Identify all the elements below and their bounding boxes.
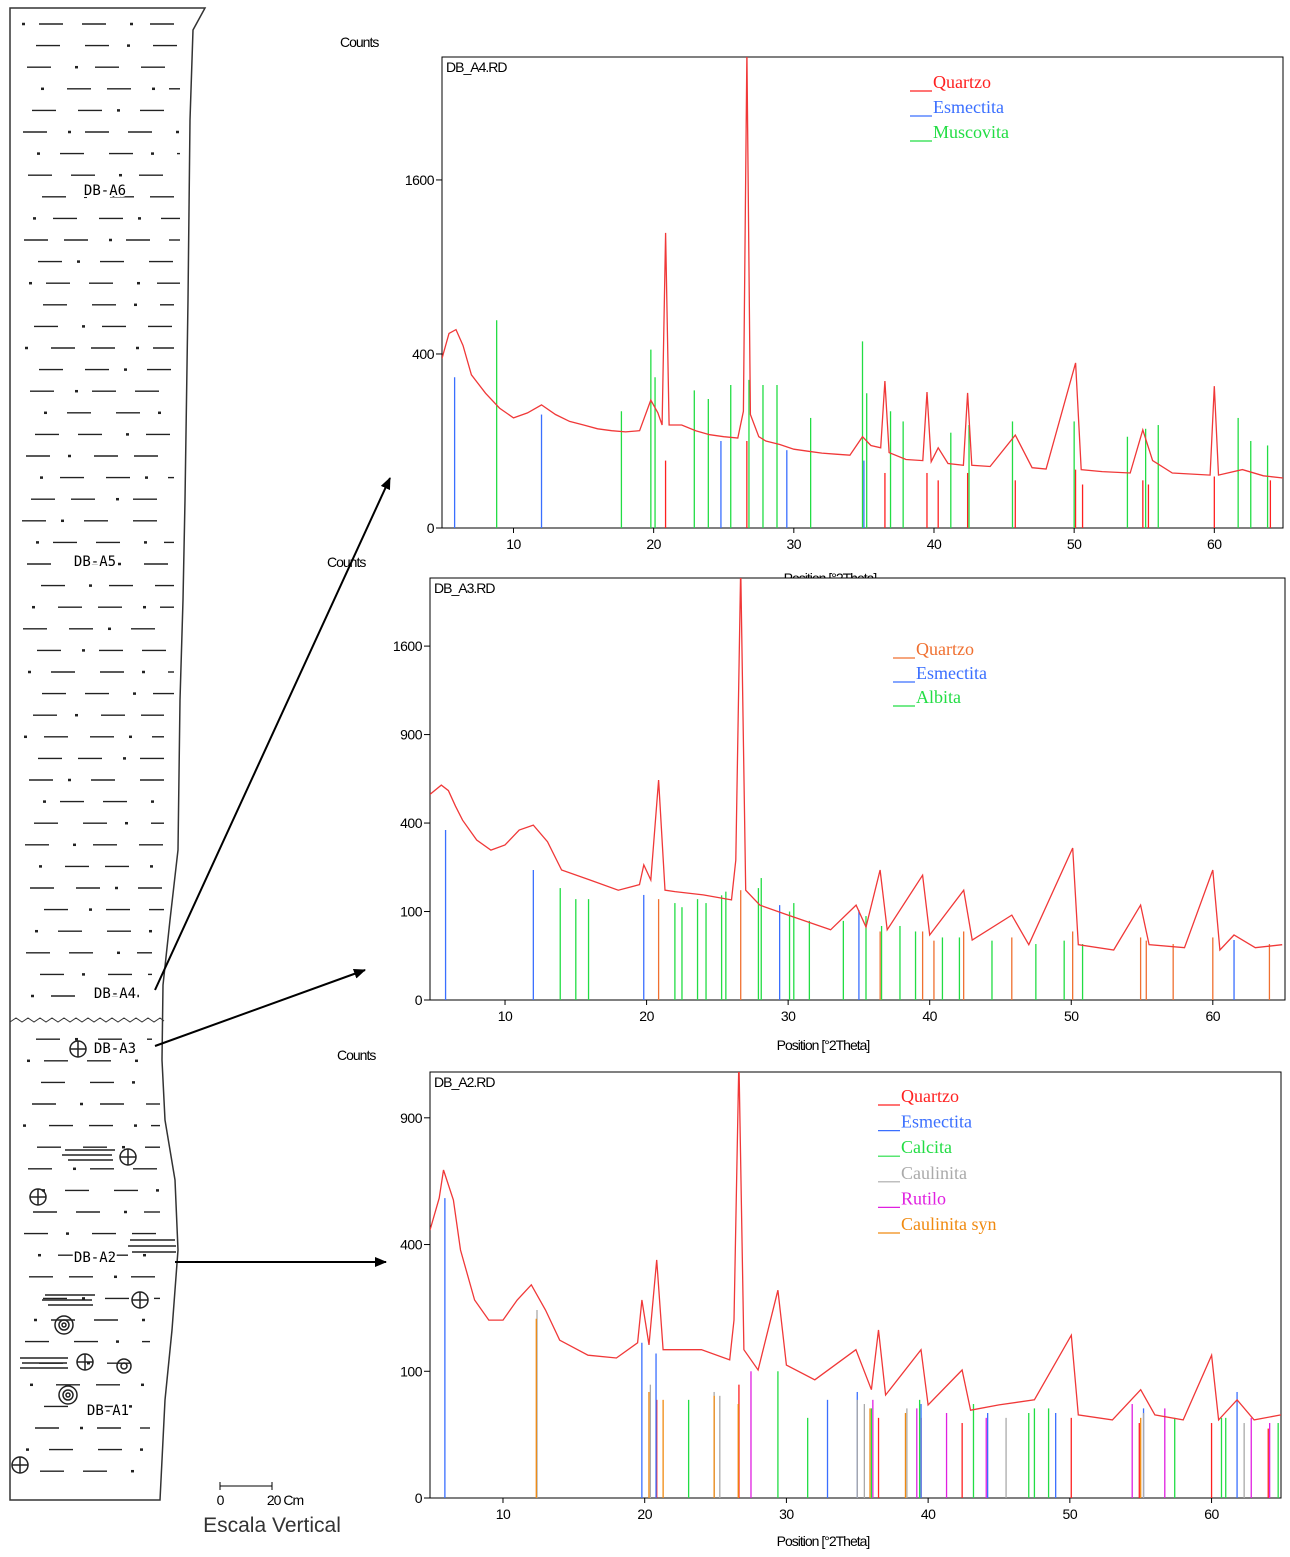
stratigraphic-column: DB-A6 DB-A5 DB-A4 DB-A3 DB-A2 DB-A1 0 20… (10, 8, 341, 1537)
x-tick-label: 60 (1207, 536, 1222, 552)
legend-label: Esmectita (901, 1112, 972, 1132)
x-tick-label: 20 (639, 1008, 654, 1024)
y-axis-label: Counts (340, 34, 379, 50)
xrd-chart: DB_A2.RD Counts Position [°2Theta] 0 100 400 9… (337, 1047, 1281, 1549)
legend-label: Caulinita (901, 1163, 967, 1183)
y-tick-label: 100 (400, 904, 423, 920)
x-axis-label: Position [°2Theta] (777, 1037, 870, 1053)
scale-bar (220, 1482, 272, 1490)
x-tick-label: 10 (498, 1008, 513, 1024)
x-tick-label: 40 (921, 1506, 936, 1522)
sample-label: DB-A1 (87, 1403, 129, 1419)
sample-label: DB-A6 (84, 183, 126, 199)
chart-title: DB_A4.RD (446, 59, 507, 75)
legend-label: Quartzo (916, 639, 974, 659)
sample-label: DB-A3 (94, 1041, 136, 1057)
x-tick-label: 50 (1063, 1506, 1078, 1522)
legend-label: Albita (916, 687, 961, 707)
scale-zero: 0 (217, 1492, 225, 1508)
legend-label: Muscovita (933, 122, 1009, 142)
plot-frame (430, 578, 1285, 1000)
legend-label: Quartzo (933, 72, 991, 92)
x-tick-label: 60 (1206, 1008, 1221, 1024)
x-tick-label: 30 (787, 536, 802, 552)
x-axis-label: Position [°2Theta] (777, 1533, 870, 1549)
y-tick-label: 0 (427, 520, 435, 536)
x-tick-label: 40 (922, 1008, 937, 1024)
x-tick-label: 30 (779, 1506, 794, 1522)
sample-label: DB-A4 (94, 986, 136, 1002)
legend-label: Caulinita syn (901, 1214, 997, 1234)
y-tick-label: 900 (400, 727, 423, 743)
scale-length: 20 Cm (267, 1492, 304, 1508)
fossil-symbol (132, 1292, 148, 1308)
legend-label: Quartzo (901, 1086, 959, 1106)
chart-title: DB_A3.RD (434, 580, 495, 596)
y-tick-label: 400 (412, 346, 435, 362)
y-tick-label: 100 (400, 1363, 423, 1379)
y-axis-label: Counts (337, 1047, 376, 1063)
x-tick-label: 50 (1067, 536, 1082, 552)
x-tick-label: 20 (637, 1506, 652, 1522)
page: DB-A6 DB-A5 DB-A4 DB-A3 DB-A2 DB-A1 0 20… (0, 0, 1290, 1557)
y-tick-label: 900 (400, 1110, 423, 1126)
plot-frame (430, 1072, 1281, 1498)
concretion-symbol (59, 1386, 77, 1404)
xrd-chart: DB_A3.RD Counts Position [°2Theta] 0 100 400 9… (327, 554, 1285, 1053)
x-tick-label: 40 (927, 536, 942, 552)
fossil-symbol (70, 1041, 86, 1057)
concretion-symbol (117, 1359, 131, 1373)
x-tick-label: 10 (506, 536, 521, 552)
sample-label: DB-A5 (74, 554, 116, 570)
legend-label: Esmectita (933, 97, 1004, 117)
concretion-symbol (55, 1316, 73, 1334)
sample-label: DB-A2 (74, 1250, 116, 1266)
y-tick-label: 0 (415, 992, 423, 1008)
x-tick-label: 20 (646, 536, 661, 552)
x-tick-label: 50 (1064, 1008, 1079, 1024)
chart-title: DB_A2.RD (434, 1074, 495, 1090)
legend-label: Rutilo (901, 1188, 946, 1208)
legend-label: Calcita (901, 1137, 952, 1157)
y-tick-label: 400 (400, 1237, 423, 1253)
y-tick-label: 1600 (405, 172, 435, 188)
y-tick-label: 400 (400, 815, 423, 831)
arrow (155, 970, 365, 1046)
y-tick-label: 0 (415, 1490, 423, 1506)
fossil-symbol (77, 1354, 93, 1370)
y-tick-label: 1600 (393, 638, 423, 654)
x-tick-label: 10 (496, 1506, 511, 1522)
legend-label: Esmectita (916, 663, 987, 683)
unconformity (10, 1018, 164, 1022)
fossil-symbol (12, 1457, 28, 1473)
y-axis-label: Counts (327, 554, 366, 570)
scale-caption: Escala Vertical (203, 1514, 341, 1537)
fossil-symbol (30, 1189, 46, 1205)
fossil-symbol (120, 1149, 136, 1165)
figure: DB-A6 DB-A5 DB-A4 DB-A3 DB-A2 DB-A1 0 20… (0, 0, 1290, 1557)
x-tick-label: 30 (781, 1008, 796, 1024)
arrows (155, 478, 390, 1262)
x-tick-label: 60 (1204, 1506, 1219, 1522)
